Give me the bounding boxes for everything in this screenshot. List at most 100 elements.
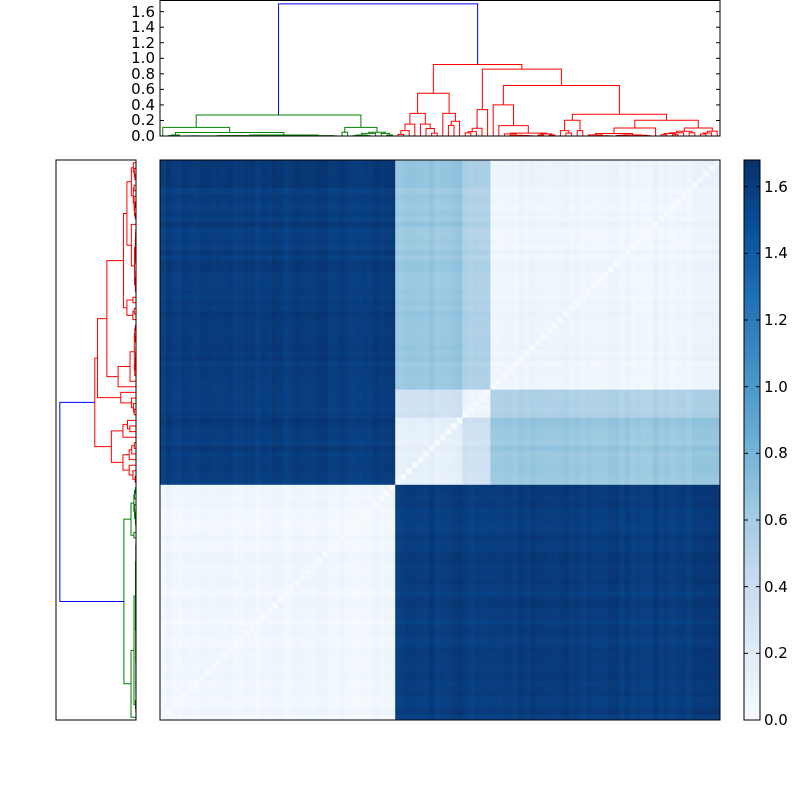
- heatmap-cell: [692, 221, 698, 228]
- heatmap-cell: [322, 367, 329, 374]
- heatmap-cell: [501, 199, 508, 206]
- heatmap-cell: [311, 417, 318, 424]
- heatmap-cell: [490, 249, 497, 256]
- heatmap-cell: [641, 406, 648, 413]
- heatmap-cell: [568, 367, 575, 374]
- heatmap-cell: [260, 193, 267, 200]
- heatmap-cell: [596, 266, 603, 273]
- heatmap-cell: [216, 406, 222, 413]
- heatmap-cell: [624, 232, 631, 239]
- heatmap-cell: [456, 204, 463, 211]
- heatmap-cell: [451, 384, 458, 390]
- heatmap-cell: [540, 417, 547, 424]
- heatmap-cell: [333, 316, 340, 323]
- heatmap-cell: [199, 272, 206, 278]
- heatmap-cell: [322, 255, 329, 262]
- heatmap-cell: [322, 266, 329, 273]
- heatmap-cell: [479, 165, 486, 172]
- heatmap-cell: [350, 221, 357, 228]
- heatmap-cell: [221, 176, 228, 183]
- heatmap-cell: [400, 210, 407, 217]
- heatmap-cell: [468, 165, 474, 172]
- heatmap-cell: [311, 160, 318, 166]
- heatmap-cell: [708, 328, 715, 334]
- dendrogram-link: [502, 84, 620, 115]
- heatmap-cell: [350, 244, 357, 250]
- heatmap-cell: [608, 176, 614, 183]
- heatmap-cell: [300, 283, 306, 290]
- heatmap-cell: [680, 367, 687, 374]
- heatmap-cell: [557, 193, 564, 200]
- heatmap-cell: [255, 188, 262, 194]
- heatmap-cell: [697, 378, 704, 385]
- heatmap-cell: [204, 199, 211, 206]
- heatmap-cell: [244, 288, 250, 295]
- heatmap-cell: [675, 277, 682, 284]
- heatmap-cell: [378, 210, 385, 217]
- heatmap-cell: [311, 367, 318, 374]
- heatmap-cell: [664, 406, 670, 413]
- heatmap-cell: [451, 356, 458, 362]
- heatmap-cell: [501, 244, 508, 250]
- heatmap-cell: [686, 160, 693, 166]
- heatmap-cell: [165, 367, 172, 374]
- heatmap-cell: [708, 171, 715, 178]
- heatmap-cell: [378, 356, 385, 362]
- heatmap-cell: [434, 160, 441, 166]
- heatmap-cell: [697, 372, 704, 379]
- heatmap-cell: [255, 344, 262, 351]
- heatmap-cell: [658, 333, 665, 340]
- heatmap-cell: [344, 400, 351, 407]
- heatmap-cell: [165, 176, 172, 183]
- heatmap-cell: [204, 356, 211, 362]
- heatmap-cell: [367, 316, 374, 323]
- heatmap-cell: [591, 294, 598, 301]
- heatmap-cell: [540, 227, 547, 234]
- heatmap-cell: [417, 255, 424, 262]
- heatmap-cell: [563, 210, 570, 217]
- heatmap-cell: [199, 232, 206, 239]
- heatmap-cell: [384, 417, 390, 424]
- heatmap-cell: [524, 260, 530, 267]
- heatmap-cell: [255, 395, 262, 402]
- heatmap-cell: [350, 272, 357, 278]
- heatmap-cell: [182, 272, 189, 278]
- heatmap-cell: [708, 395, 715, 402]
- heatmap-cell: [602, 367, 609, 374]
- heatmap-cell: [518, 372, 525, 379]
- heatmap-cell: [608, 356, 614, 362]
- heatmap-cell: [204, 305, 211, 312]
- heatmap-cell: [216, 367, 222, 374]
- heatmap-cell: [602, 322, 609, 329]
- heatmap-cell: [608, 283, 614, 290]
- heatmap-cell: [490, 305, 497, 312]
- heatmap-cell: [468, 288, 474, 295]
- heatmap-cell: [484, 165, 491, 172]
- heatmap-cell: [652, 344, 659, 351]
- heatmap-cell: [339, 288, 346, 295]
- heatmap-cell: [344, 171, 351, 178]
- heatmap-cell: [232, 266, 239, 273]
- heatmap-cell: [255, 176, 262, 183]
- heatmap-cell: [462, 260, 469, 267]
- heatmap-cell: [322, 350, 329, 357]
- heatmap-cell: [714, 328, 721, 334]
- heatmap-cell: [652, 384, 659, 390]
- heatmap-cell: [518, 221, 525, 228]
- heatmap-cell: [518, 361, 525, 368]
- heatmap-cell: [496, 160, 502, 166]
- heatmap-cell: [417, 305, 424, 312]
- heatmap-cell: [652, 395, 659, 402]
- heatmap-cell: [227, 384, 234, 390]
- heatmap-cell: [490, 316, 497, 323]
- heatmap-cell: [580, 249, 586, 256]
- heatmap-cell: [288, 395, 295, 402]
- heatmap-cell: [440, 372, 446, 379]
- heatmap-cell: [389, 423, 396, 430]
- heatmap-cell: [490, 322, 497, 329]
- heatmap-cell: [356, 244, 362, 250]
- heatmap-cell: [535, 171, 542, 178]
- heatmap-cell: [266, 423, 273, 430]
- heatmap-cell: [490, 356, 497, 362]
- heatmap-cell: [546, 272, 553, 278]
